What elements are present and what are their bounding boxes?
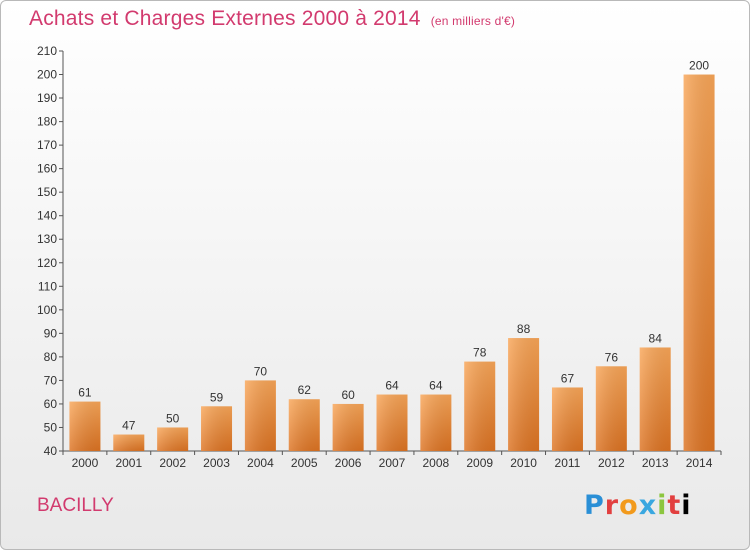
logo-letter: i [657, 490, 668, 521]
bar-shading [157, 427, 189, 451]
bar-value-label: 67 [561, 371, 575, 385]
logo-letter: t [667, 490, 682, 521]
x-tick-label: 2005 [291, 456, 318, 470]
y-tick-label: 60 [44, 397, 58, 411]
y-tick-label: 170 [37, 138, 57, 152]
y-tick-label: 180 [37, 115, 57, 129]
y-tick-label: 160 [37, 162, 57, 176]
chart-value-labels: 61 47 50 59 70 62 60 64 64 78 88 67 76 84 200 [78, 59, 709, 433]
bar-shading [639, 347, 671, 451]
x-tick-label: 2002 [159, 456, 186, 470]
bar-shading [551, 387, 583, 451]
logo-letter: r [604, 490, 620, 521]
bar-value-label: 70 [254, 364, 268, 378]
x-tick-label: 2014 [686, 456, 713, 470]
x-tick-label: 2012 [598, 456, 625, 470]
bar-value-label: 84 [649, 331, 663, 345]
bar-shading [464, 361, 496, 451]
y-tick-label: 200 [37, 68, 57, 82]
bar-value-label: 78 [473, 346, 487, 360]
y-tick-label: 120 [37, 256, 57, 270]
bar-value-label: 76 [605, 350, 619, 364]
bar-value-label: 60 [341, 388, 355, 402]
bar-value-label: 62 [298, 383, 312, 397]
y-tick-label: 110 [38, 279, 57, 293]
chart-unit-label: (en milliers d'€) [430, 14, 516, 28]
logo-letter: x [638, 490, 658, 521]
bar-shading [332, 403, 364, 451]
y-tick-label: 190 [37, 91, 57, 105]
bar-shading [244, 380, 276, 451]
logo-letter: P [584, 490, 605, 521]
chart-title: Achats et Charges Externes 2000 à 2014 (e… [29, 7, 515, 31]
bar-shading [508, 338, 540, 451]
bar-value-label: 59 [210, 390, 224, 404]
bar-value-label: 61 [78, 386, 92, 400]
bar-shading [69, 401, 101, 451]
y-tick-label: 40 [44, 444, 58, 458]
x-tick-label: 2004 [247, 456, 274, 470]
bar-shading [113, 434, 145, 451]
proxiti-logo: Proxiti [584, 490, 692, 521]
bar-value-label: 47 [122, 419, 136, 433]
x-tick-label: 2008 [423, 456, 450, 470]
y-tick-label: 150 [37, 185, 57, 199]
x-tick-label: 2000 [72, 456, 99, 470]
x-tick-label: 2010 [510, 456, 537, 470]
y-tick-label: 140 [37, 209, 57, 223]
x-tick-label: 2007 [379, 456, 406, 470]
chart-title-text: Achats et Charges Externes 2000 à 2014 [29, 7, 421, 30]
y-tick-label: 100 [37, 303, 57, 317]
y-tick-label: 70 [44, 373, 58, 387]
bar-shading [376, 394, 408, 451]
bar-shading [420, 394, 452, 451]
x-tick-label: 2013 [642, 456, 669, 470]
chart-bars [69, 74, 715, 451]
logo-letter: i [681, 490, 692, 521]
bar-value-label: 64 [385, 379, 399, 393]
bar-value-label: 200 [689, 59, 709, 73]
bar-value-label: 88 [517, 322, 531, 336]
y-tick-label: 80 [44, 350, 58, 364]
bar-shading [595, 366, 627, 451]
x-tick-label: 2009 [466, 456, 493, 470]
y-tick-label: 50 [44, 420, 58, 434]
x-tick-label: 2001 [115, 456, 142, 470]
logo-letter: o [619, 490, 639, 521]
commune-name: BACILLY [37, 495, 114, 516]
bar-shading [288, 399, 320, 451]
bar-value-label: 50 [166, 411, 180, 425]
bar-value-label: 64 [429, 379, 443, 393]
y-tick-label: 210 [37, 44, 57, 58]
x-tick-label: 2011 [555, 456, 581, 470]
x-tick-label: 2006 [335, 456, 362, 470]
y-tick-label: 90 [44, 326, 58, 340]
bar-shading [683, 74, 715, 451]
bar-shading [201, 406, 233, 451]
y-tick-label: 130 [37, 232, 57, 246]
x-tick-label: 2003 [203, 456, 230, 470]
